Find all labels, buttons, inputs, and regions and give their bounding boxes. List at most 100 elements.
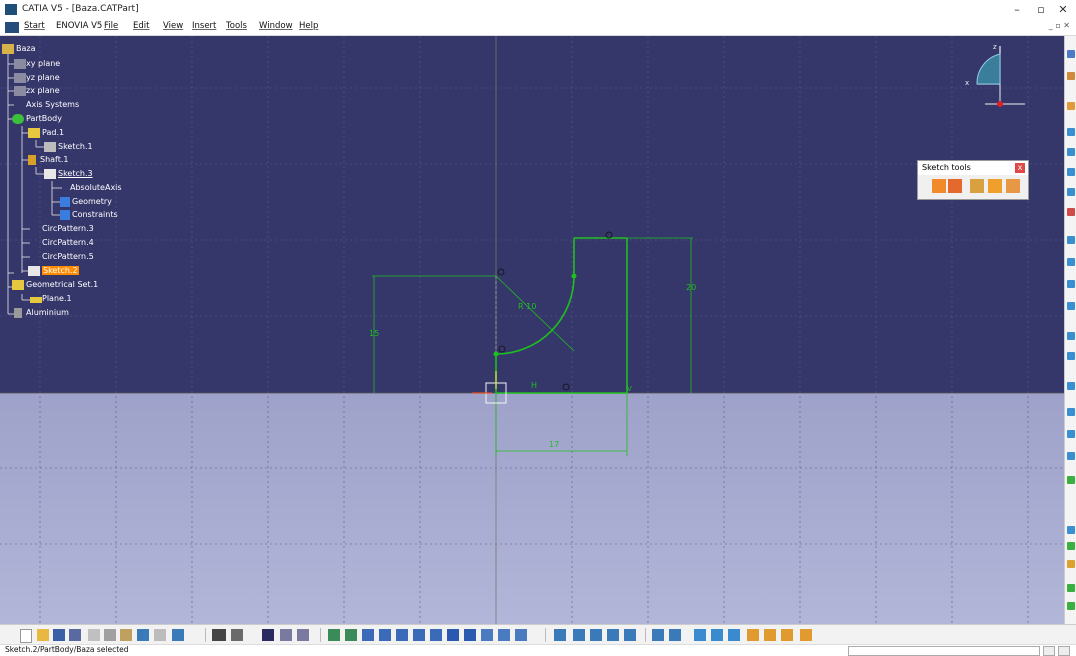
analysis-icon[interactable] (764, 629, 776, 641)
tree-item-axis-systems[interactable]: Axis Systems (26, 100, 80, 109)
tree-item-circpattern4[interactable]: CircPattern.4 (42, 238, 94, 247)
height-20-dimension[interactable]: 20 (686, 283, 696, 292)
tree-item-circpattern3[interactable]: CircPattern.3 (42, 224, 94, 233)
mirror-icon[interactable] (1067, 352, 1075, 360)
tree-item-yz-plane[interactable]: yz plane (26, 73, 60, 82)
measure-icon[interactable] (1067, 584, 1075, 592)
auto-constraint-icon[interactable] (1067, 476, 1075, 484)
menu-start[interactable]: Start (24, 21, 45, 31)
corner-icon[interactable] (1067, 280, 1075, 288)
cut-by-plane-icon[interactable] (652, 629, 664, 641)
maximize-button[interactable]: ▫ (1037, 3, 1045, 16)
axis-icon[interactable] (1067, 236, 1075, 244)
construction-element-icon[interactable] (970, 179, 984, 193)
tree-item-geometrical-set[interactable]: Geometrical Set.1 (26, 280, 99, 289)
minimize-button[interactable]: – (1014, 3, 1020, 16)
tree-item-plane1[interactable]: Plane.1 (42, 294, 72, 303)
new-file-icon[interactable] (20, 629, 32, 643)
width-17-dimension[interactable]: 17 (549, 440, 559, 449)
tree-item-zx-plane[interactable]: zx plane (26, 86, 60, 95)
menu-insert[interactable]: Insert (192, 21, 217, 31)
properties-icon[interactable] (297, 629, 309, 641)
grid-icon[interactable] (932, 179, 946, 193)
close-button[interactable]: ✕ (1058, 3, 1068, 16)
geometric-icon[interactable] (624, 629, 636, 641)
contact-constraint-icon[interactable] (1067, 430, 1075, 438)
pan-icon[interactable] (362, 629, 374, 641)
visualization-icon[interactable] (573, 629, 585, 641)
cut-icon[interactable] (88, 629, 100, 641)
color-icon[interactable] (262, 629, 274, 641)
sketch-tools-panel[interactable]: Sketch tools x (917, 160, 1029, 200)
sketch-tools-header[interactable]: Sketch tools x (918, 161, 1028, 175)
layer-icon[interactable] (711, 629, 723, 641)
redo-icon[interactable] (154, 629, 166, 641)
height-15-dimension[interactable]: 15 (369, 329, 379, 338)
geometric-constraints-icon[interactable] (988, 179, 1002, 193)
menu-window[interactable]: Window (259, 21, 293, 31)
macro-icon[interactable] (747, 629, 759, 641)
swap-space-icon[interactable] (498, 629, 510, 641)
menu-view[interactable]: View (163, 21, 184, 31)
tree-item-partbody[interactable]: PartBody (26, 114, 62, 123)
edit-multi-constraint-icon[interactable] (1067, 560, 1075, 568)
update-icon[interactable] (781, 629, 793, 641)
snap-to-point-icon[interactable] (948, 179, 962, 193)
sketch-view-icon[interactable] (669, 629, 681, 641)
tree-item-xy-plane[interactable]: xy plane (26, 59, 61, 68)
chamfer-icon[interactable] (1067, 302, 1075, 310)
tree-item-absolute-axis[interactable]: AbsoluteAxis (70, 183, 122, 192)
save-icon[interactable] (53, 629, 65, 641)
compass-widget[interactable]: z x (955, 40, 1025, 120)
open-icon[interactable] (37, 629, 49, 641)
workbench-icon[interactable] (800, 629, 812, 641)
fit-all-icon[interactable] (345, 629, 357, 641)
tree-item-pad[interactable]: Pad.1 (42, 128, 65, 137)
sketch-icon[interactable] (1067, 72, 1075, 80)
sketch-analysis-icon[interactable] (1067, 526, 1075, 534)
tree-item-circpattern5[interactable]: CircPattern.5 (42, 252, 94, 261)
quick-view-icon[interactable] (447, 629, 459, 641)
menu-file[interactable]: File (104, 21, 119, 31)
conic-icon[interactable] (1067, 188, 1075, 196)
undo-icon[interactable] (137, 629, 149, 641)
animate-constraint-icon[interactable] (1067, 542, 1075, 550)
diagnosis-icon[interactable] (590, 629, 602, 641)
menu-tools[interactable]: Tools (226, 21, 247, 31)
fix-together-icon[interactable] (1067, 452, 1075, 460)
zoom-out-icon[interactable] (413, 629, 425, 641)
line-type-icon[interactable] (280, 629, 292, 641)
copy-icon[interactable] (104, 629, 116, 641)
tangent-point[interactable] (571, 273, 577, 279)
cut-part-icon[interactable] (515, 629, 527, 641)
line-icon[interactable] (1067, 208, 1075, 216)
project-icon[interactable] (1067, 382, 1075, 390)
tree-item-sketch2[interactable]: Sketch.2 (42, 266, 79, 275)
apply-material-icon[interactable] (1067, 602, 1075, 610)
dimensional-icon[interactable] (607, 629, 619, 641)
exit-workbench-icon[interactable] (1067, 50, 1075, 58)
sketch-profile[interactable] (495, 237, 628, 394)
rotate-icon[interactable] (379, 629, 391, 641)
print-icon[interactable] (69, 629, 81, 641)
constraint-icon[interactable] (1067, 408, 1075, 416)
fly-mode-icon[interactable] (328, 629, 340, 641)
normal-view-icon[interactable] (430, 629, 442, 641)
knowledge-icon[interactable] (728, 629, 740, 641)
formula-icon[interactable] (212, 629, 226, 641)
trim-icon[interactable] (1067, 332, 1075, 340)
zoom-in-icon[interactable] (396, 629, 408, 641)
arc-end-point[interactable] (493, 351, 499, 357)
dimensional-constraints-icon[interactable] (1006, 179, 1020, 193)
tree-item-shaft[interactable]: Shaft.1 (40, 155, 69, 164)
menu-edit[interactable]: Edit (133, 21, 150, 31)
spline-icon[interactable] (1067, 168, 1075, 176)
rectangle-icon[interactable] (1067, 128, 1075, 136)
mdi-controls[interactable]: _ ▫ ✕ (1048, 21, 1070, 30)
comment-icon[interactable] (231, 629, 243, 641)
sketch-solving-status-icon[interactable] (554, 629, 566, 641)
circle-icon[interactable] (1067, 148, 1075, 156)
tree-item-sketch3[interactable]: Sketch.3 (58, 169, 93, 178)
tree-item-aluminium[interactable]: Aluminium (26, 308, 69, 317)
sketch-canvas[interactable]: R 10 15 20 17 H V (0, 36, 1064, 624)
